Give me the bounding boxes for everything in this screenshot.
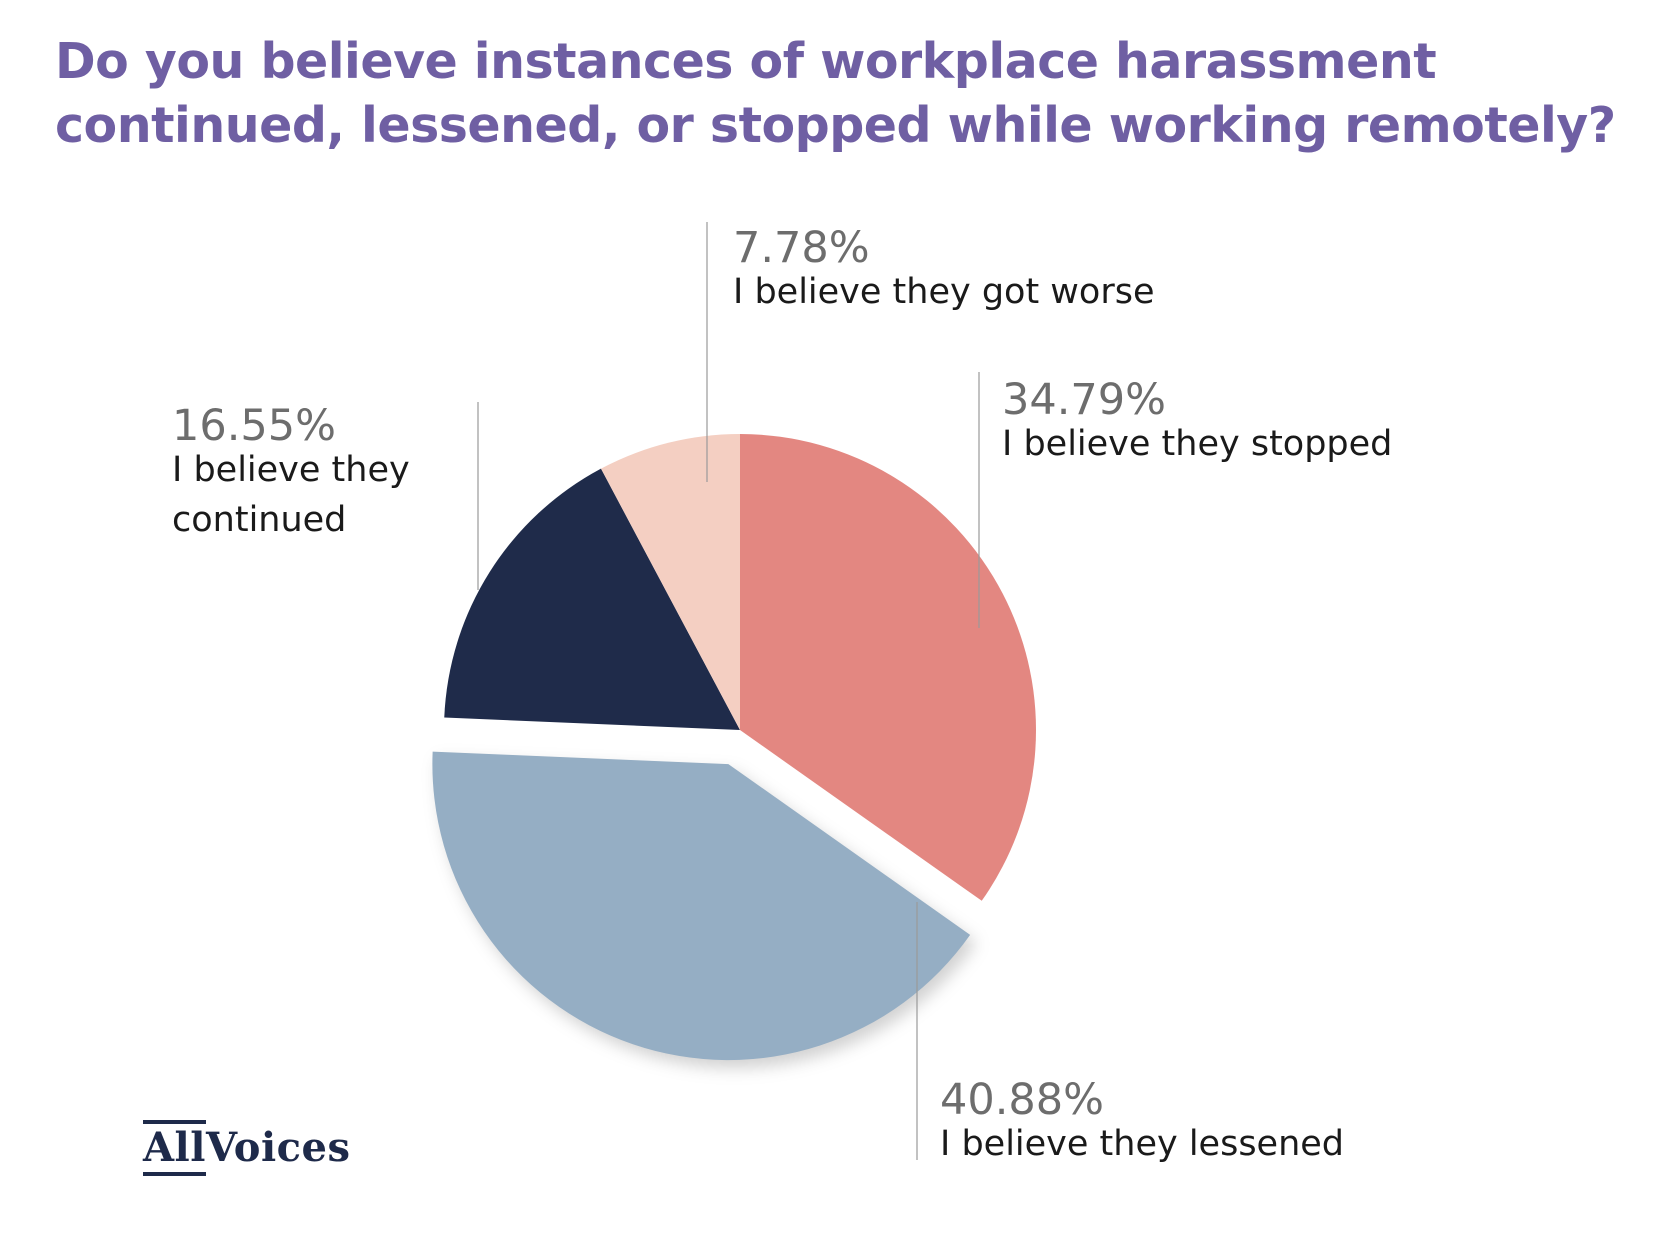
allvoices-logo: AllVoices <box>143 1120 351 1176</box>
pct-label-stopped: 34.79% <box>1002 375 1166 425</box>
slice-label-got-worse: I believe they got worse <box>733 272 1155 312</box>
pie-slice-lessened <box>432 751 971 1061</box>
pct-label-lessened: 40.88% <box>940 1075 1104 1125</box>
chart-title-line-1: Do you believe instances of workplace ha… <box>55 33 1437 90</box>
pie-slices <box>432 434 1037 1061</box>
pct-label-continued: 16.55% <box>172 401 336 451</box>
slice-label-continued-line-2: continued <box>172 500 346 540</box>
slice-label-continued: I believe they continued <box>172 450 421 540</box>
chart-title: Do you believe instances of workplace ha… <box>55 30 1635 158</box>
pct-label-got-worse: 7.78% <box>733 223 870 273</box>
chart-title-line-2: continued, lessened, or stopped while wo… <box>55 97 1616 154</box>
logo-part-voices: Voices <box>205 1124 351 1171</box>
slice-label-continued-line-1: I believe they <box>172 450 410 490</box>
pie-slice-continued <box>444 468 740 730</box>
pie-slice-stopped <box>740 434 1037 901</box>
logo-part-all: All <box>143 1120 206 1176</box>
pie-slice-got-worse <box>600 434 740 730</box>
slice-label-stopped: I believe they stopped <box>1002 424 1392 464</box>
slice-label-lessened: I believe they lessened <box>940 1124 1344 1164</box>
